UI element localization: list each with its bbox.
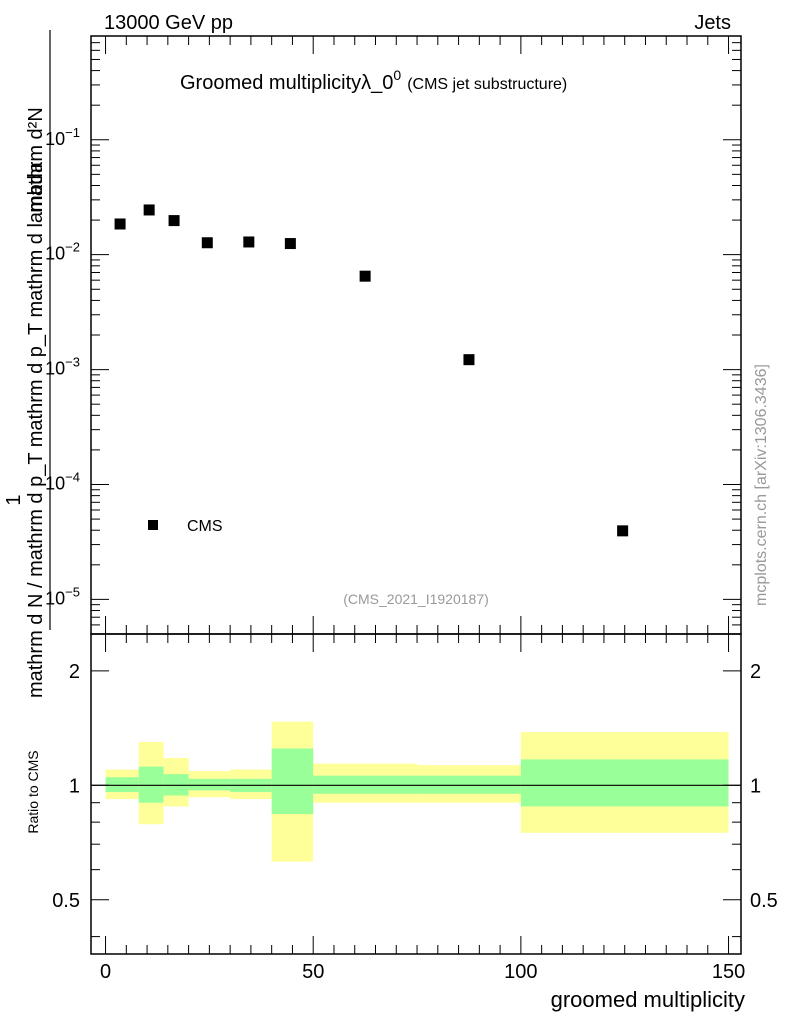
- ratio-band-inner-5: [271, 748, 314, 815]
- plot-title: Groomed multiplicityλ_00 (CMS jet substru…: [180, 67, 567, 94]
- legend: CMS: [148, 518, 223, 535]
- analysis-id-label: (CMS_2021_I1920187): [343, 591, 489, 607]
- ratio-panel-frame: [90, 633, 742, 955]
- y-axis-label-prefix: 1: [3, 494, 25, 505]
- main-y-tick-label-4: 10−1: [45, 125, 80, 149]
- ratio-y-tick-label-right-0: 0.5: [750, 890, 778, 912]
- data-point-1: [143, 204, 155, 216]
- plot-title-sub: (CMS jet substructure): [407, 76, 567, 93]
- data-point-5: [284, 238, 296, 250]
- watermark-label: mcplots.cern.ch [arXiv:1306.3436]: [753, 364, 770, 606]
- legend-label: CMS: [187, 518, 223, 535]
- ratio-y-axis-label: Ratio to CMS: [25, 750, 41, 833]
- y-axis-label-denominator: mathrm d N / mathrm d p_T mathrm d p_T m…: [25, 161, 47, 698]
- x-tick-label-0: 0: [100, 961, 111, 983]
- data-point-6: [359, 270, 371, 282]
- x-axis-label: groomed multiplicity: [551, 987, 745, 1012]
- ratio-y-tick-label-left-1: 1: [69, 775, 80, 797]
- main-data-points: [114, 204, 629, 537]
- main-y-tick-label-0: 10−5: [45, 584, 80, 608]
- x-tick-label-1: 50: [302, 961, 324, 983]
- legend-marker: [148, 520, 158, 530]
- ratio-y-tick-label-right-1: 1: [750, 775, 761, 797]
- data-point-0: [114, 218, 126, 230]
- ratio-band-inner-0: [105, 777, 139, 793]
- ratio-band-inner-3: [188, 778, 231, 791]
- main-y-tick-label-3: 10−2: [45, 240, 80, 264]
- header-energy-label: 13000 GeV pp: [104, 12, 233, 34]
- y-axis-label-numerator: mathrm d²N: [25, 107, 47, 213]
- main-panel-frame: [90, 35, 742, 635]
- ratio-y-tick-label-right-2: 2: [750, 661, 761, 683]
- data-point-2: [168, 215, 180, 227]
- x-axis-ticks: 0 50 100 150: [100, 36, 745, 983]
- header-process-label: Jets: [694, 12, 731, 34]
- data-point-8: [617, 525, 629, 537]
- x-tick-label-2: 100: [504, 961, 537, 983]
- main-y-tick-label-1: 10−4: [45, 470, 80, 494]
- ratio-y-tick-label-left-0: 0.5: [52, 890, 80, 912]
- plot-title-main: Groomed multiplicityλ_0: [180, 72, 393, 94]
- ratio-y-tick-label-left-2: 2: [69, 661, 80, 683]
- y-axis-label: mathrm d²N 1 mathrm d N / mathrm d p_T m…: [3, 30, 51, 698]
- ratio-band-inner-8: [520, 759, 729, 807]
- ratio-y-ticks: 0.5 0.5 1 1 2 2: [52, 661, 778, 938]
- main-y-ticks: 10−5 10−4 10−3 10−2 10−1: [45, 35, 741, 626]
- ratio-bands: [105, 721, 729, 862]
- data-point-3: [201, 237, 213, 249]
- data-point-4: [243, 236, 255, 248]
- ratio-band-inner-1: [138, 766, 164, 803]
- x-tick-label-3: 150: [712, 961, 745, 983]
- main-y-tick-label-2: 10−3: [45, 355, 80, 379]
- data-point-7: [463, 354, 475, 366]
- plot-title-sup: 0: [393, 67, 401, 83]
